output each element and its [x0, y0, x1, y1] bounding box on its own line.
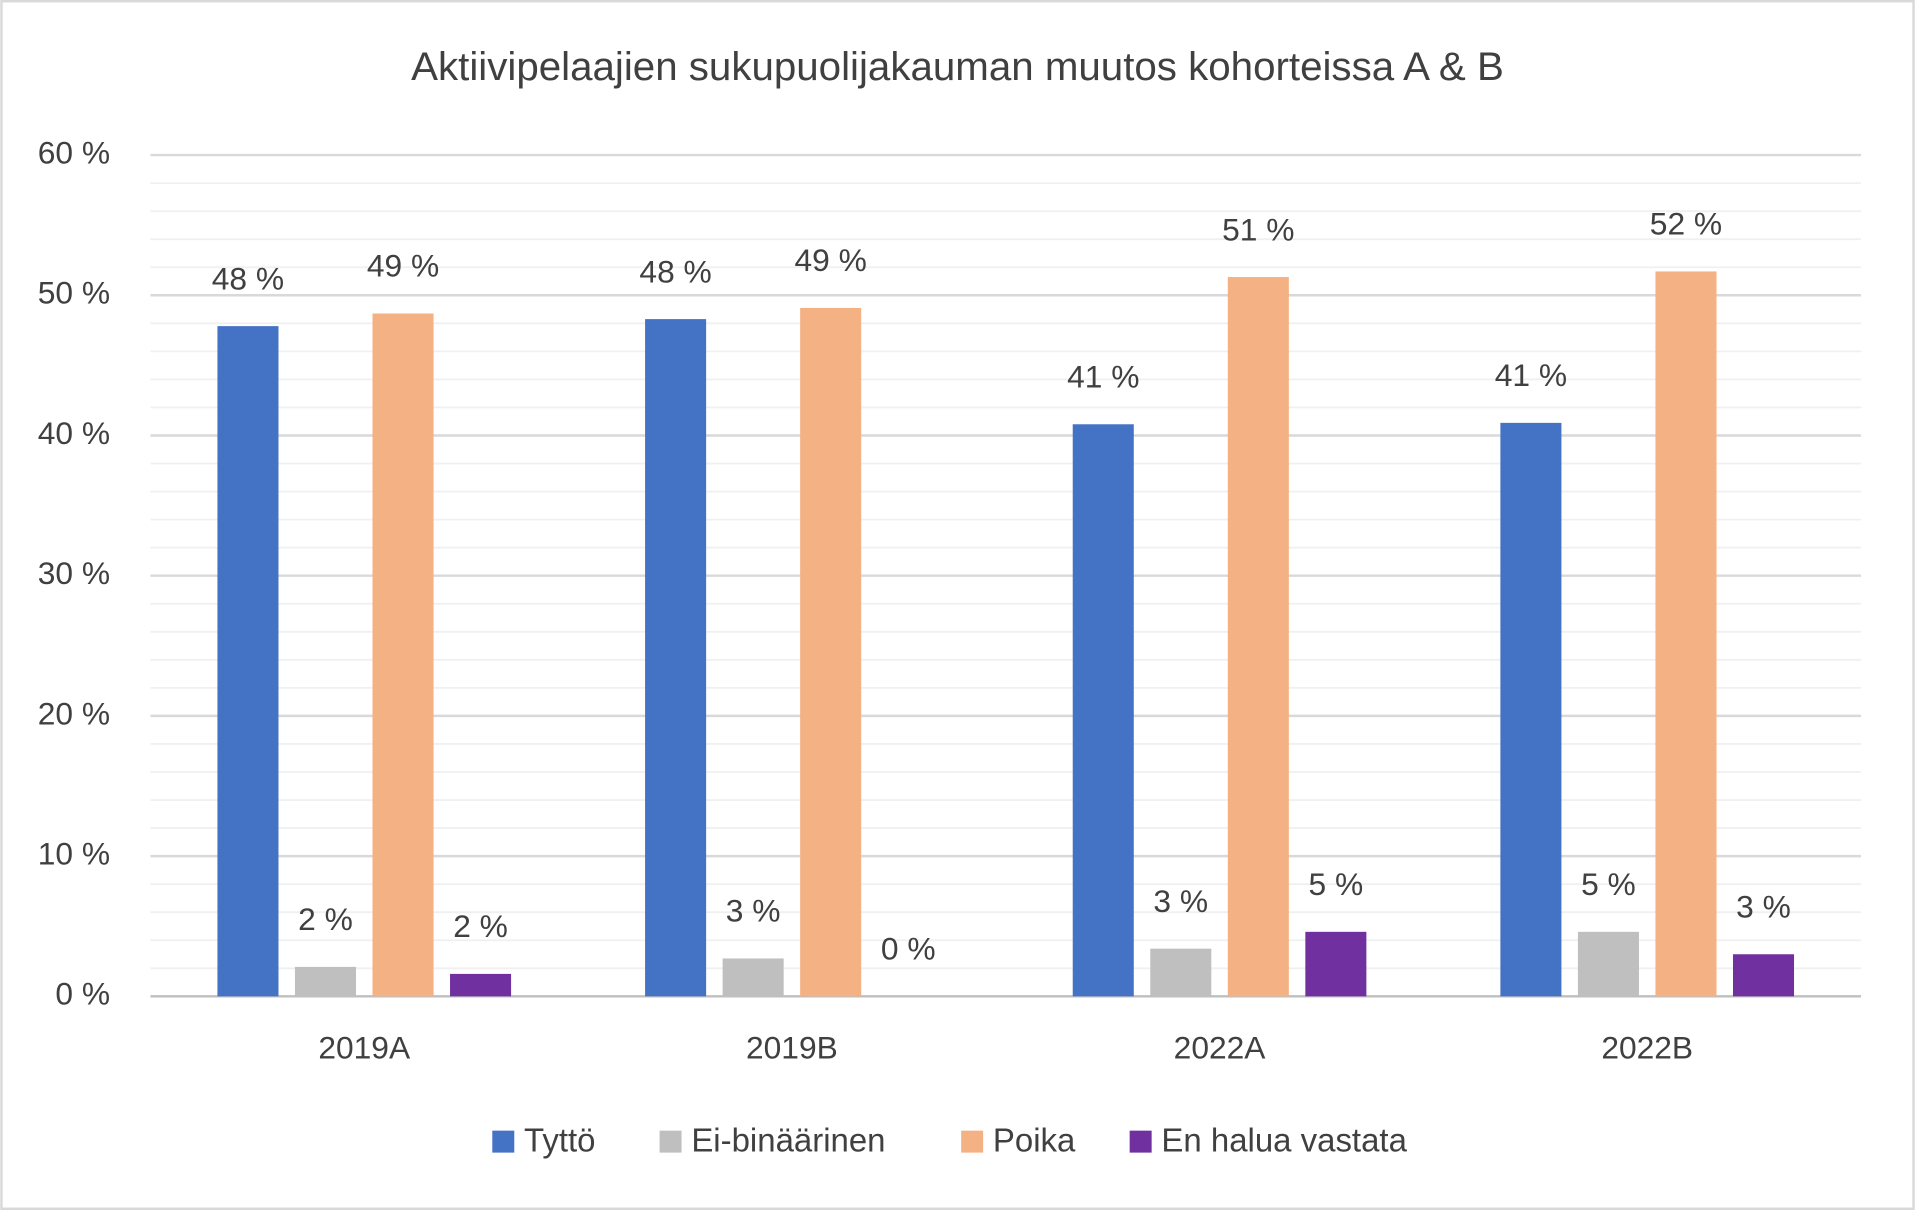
- legend-label: Tyttö: [524, 1122, 595, 1159]
- bar: [217, 326, 279, 997]
- legend-swatch: [1129, 1130, 1152, 1153]
- bar: [1150, 948, 1212, 997]
- legend-swatch: [492, 1130, 515, 1153]
- bar: [1732, 954, 1795, 997]
- x-tick-label: 2022A: [1174, 1029, 1267, 1065]
- legend-label: Poika: [993, 1122, 1076, 1159]
- data-label: 48 %: [212, 260, 284, 296]
- legend-swatch: [961, 1130, 984, 1153]
- x-tick-label: 2019A: [318, 1029, 411, 1065]
- data-label: 3 %: [726, 893, 781, 929]
- y-tick-label: 50 %: [38, 275, 110, 311]
- legend-label: Ei-binäärinen: [691, 1122, 885, 1159]
- bar: [645, 319, 707, 997]
- bar: [722, 958, 784, 997]
- y-tick-label: 20 %: [38, 695, 110, 731]
- y-tick-label: 30 %: [38, 555, 110, 591]
- legend-label: En halua vastata: [1161, 1122, 1407, 1159]
- bar: [1500, 422, 1562, 997]
- bar: [1072, 424, 1134, 997]
- data-label: 51 %: [1222, 211, 1294, 247]
- data-label: 5 %: [1581, 866, 1636, 902]
- data-label: 0 %: [881, 931, 936, 967]
- data-label: 48 %: [639, 253, 711, 289]
- y-tick-label: 10 %: [38, 836, 110, 872]
- chart-title: Aktiivipelaajien sukupuolijakauman muuto…: [411, 44, 1504, 89]
- x-tick-label: 2022B: [1601, 1029, 1693, 1065]
- data-label: 2 %: [453, 908, 508, 944]
- bar: [294, 966, 357, 997]
- bar: [1577, 931, 1639, 997]
- legend-swatch: [659, 1130, 682, 1153]
- data-label: 5 %: [1309, 866, 1364, 902]
- data-label: 52 %: [1650, 206, 1722, 242]
- data-label: 2 %: [298, 901, 353, 937]
- data-label: 49 %: [794, 242, 866, 278]
- y-tick-label: 0 %: [55, 976, 110, 1012]
- x-tick-label: 2019B: [746, 1029, 838, 1065]
- bar: [450, 973, 512, 997]
- data-label: 3 %: [1736, 888, 1791, 924]
- bar: [1227, 277, 1289, 997]
- data-label: 3 %: [1153, 883, 1208, 919]
- bar: [1655, 271, 1717, 997]
- bar: [1305, 931, 1367, 997]
- data-label: 41 %: [1067, 358, 1139, 394]
- y-tick-label: 60 %: [38, 134, 110, 170]
- bar: [372, 313, 434, 997]
- bar: [800, 307, 862, 997]
- y-tick-label: 40 %: [38, 415, 110, 451]
- data-label: 49 %: [367, 248, 439, 284]
- data-label: 41 %: [1495, 357, 1567, 393]
